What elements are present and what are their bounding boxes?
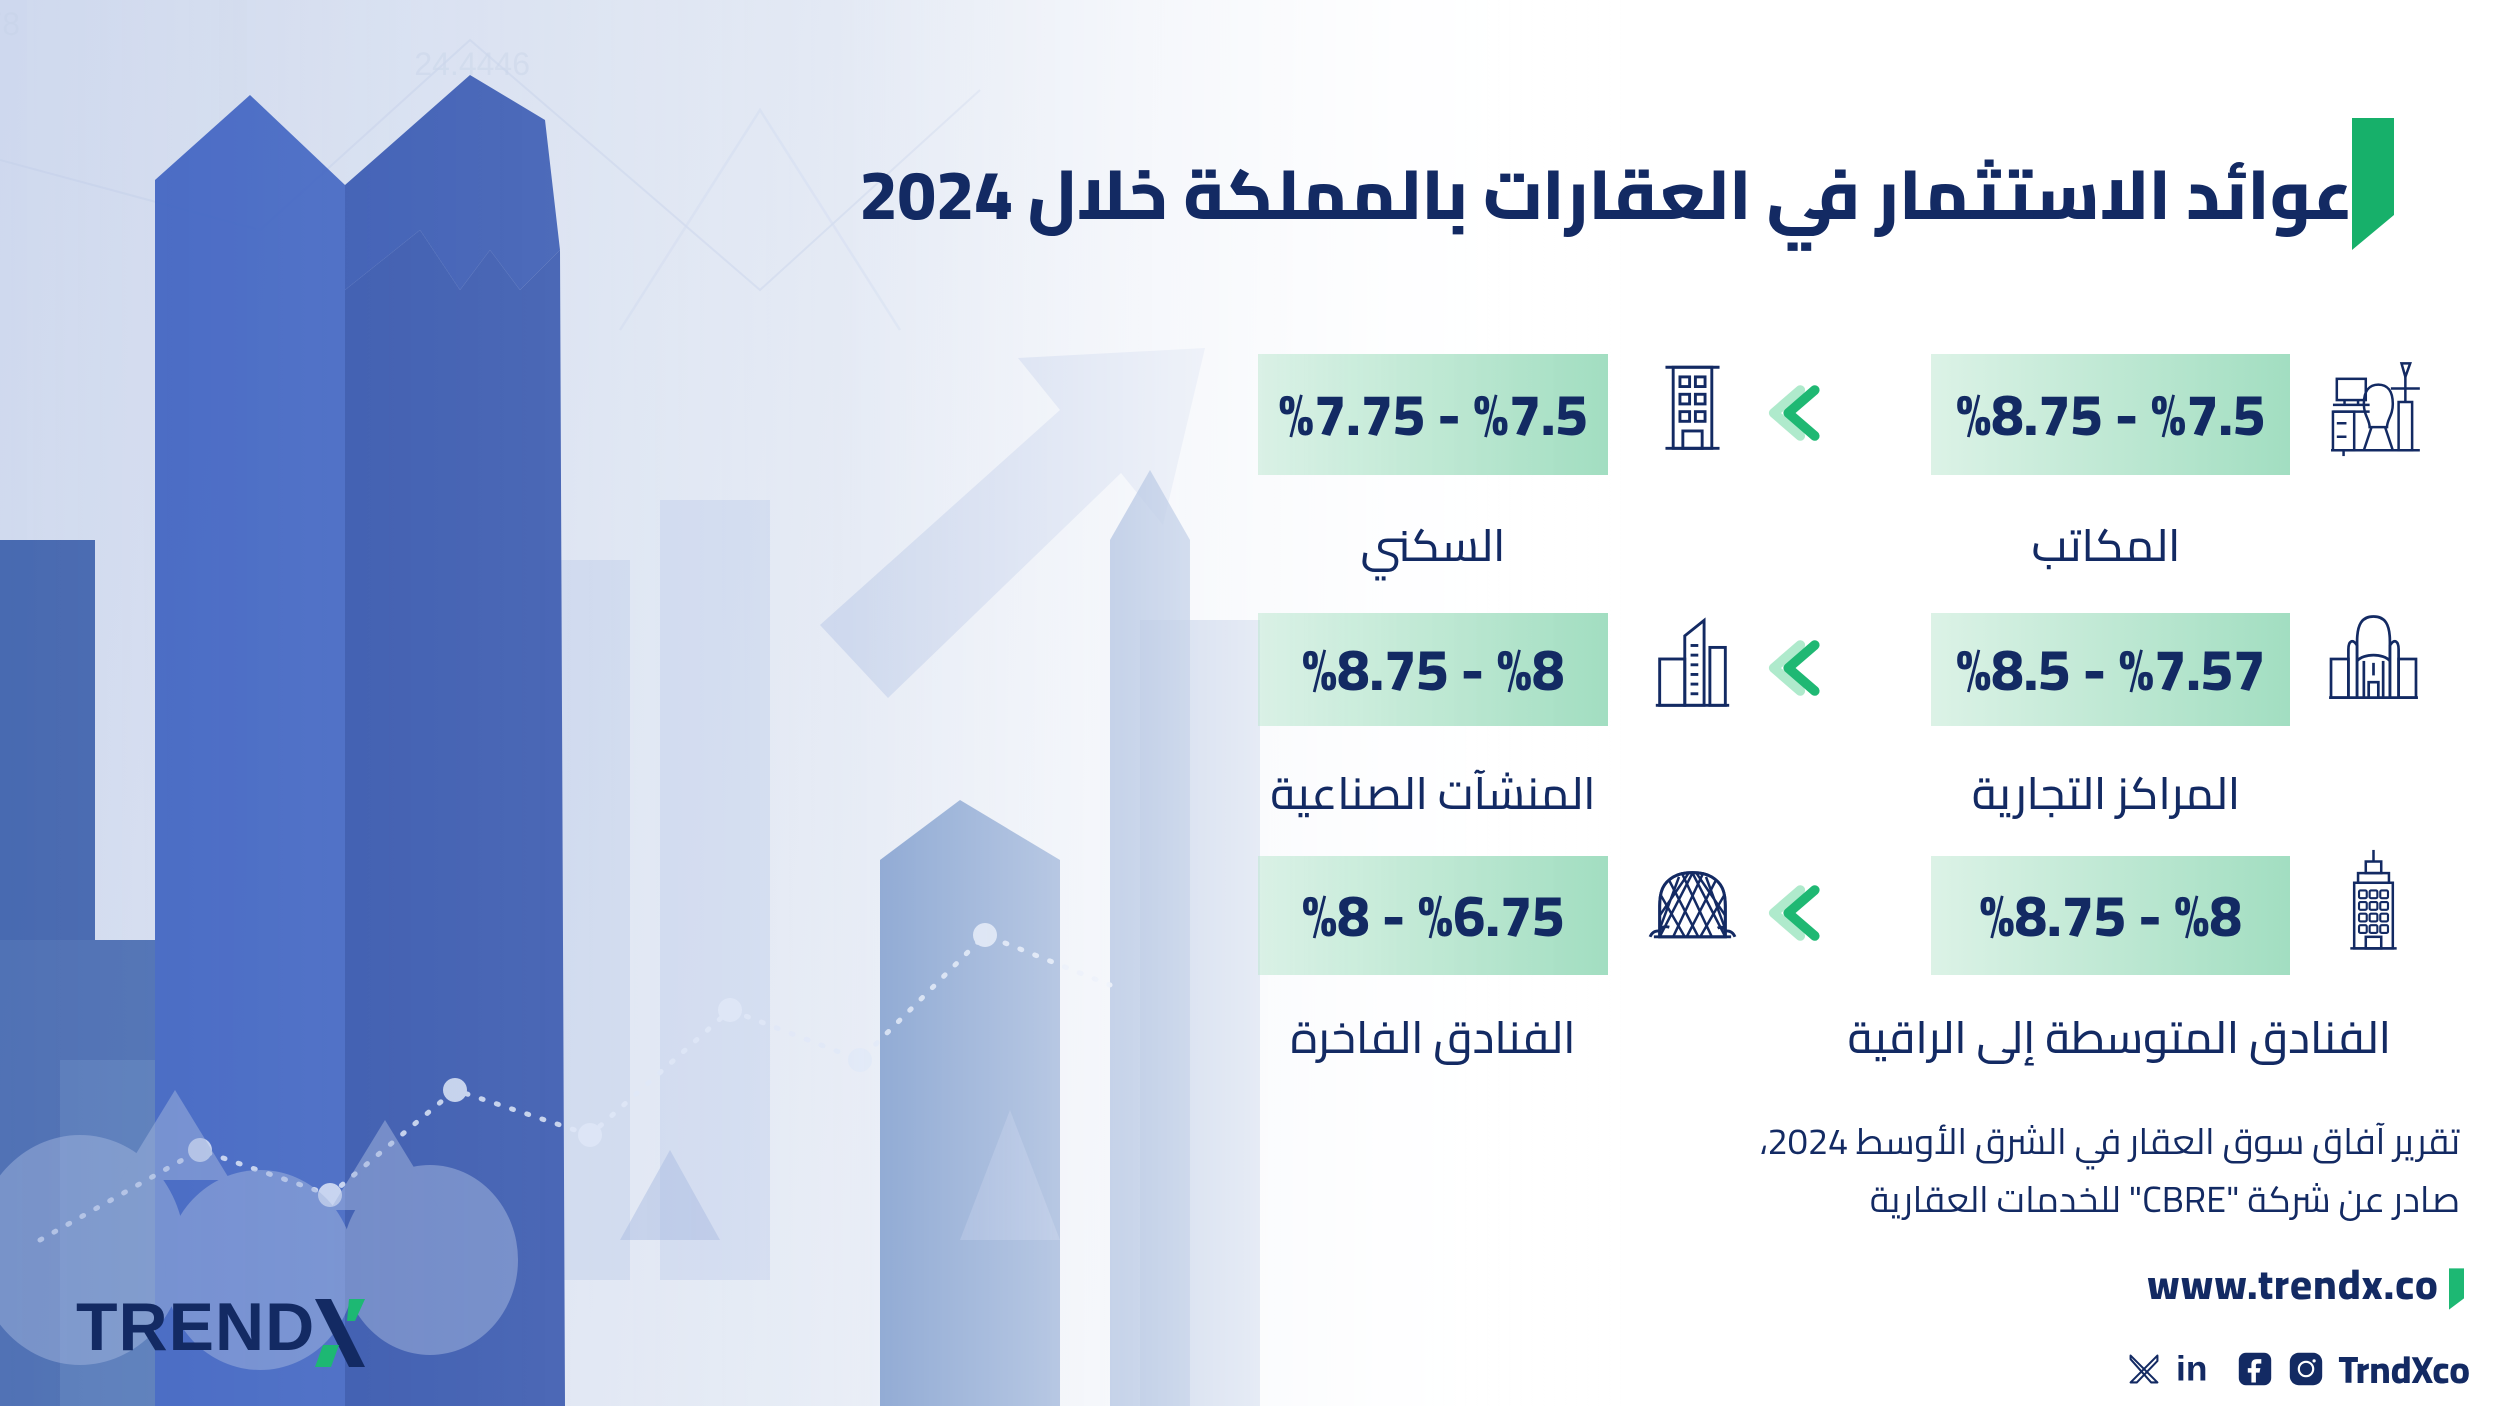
svg-text:in: in (2176, 1351, 2207, 1387)
